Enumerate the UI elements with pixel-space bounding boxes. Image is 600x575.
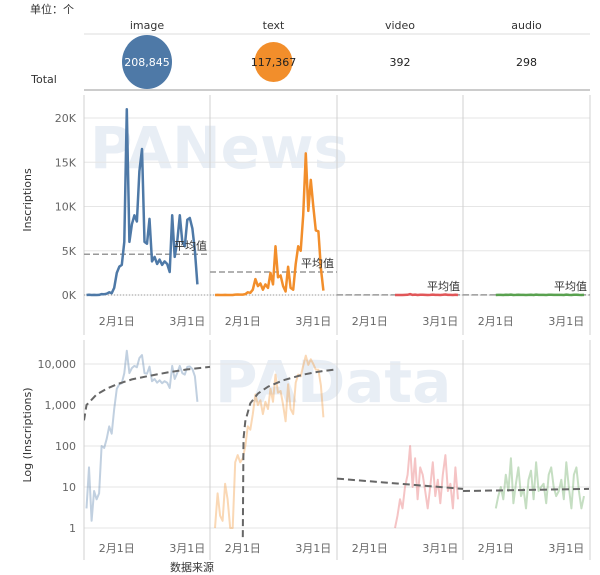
total-row-label: Total [30, 73, 57, 86]
trend-line-video [336, 477, 464, 490]
log-y-tick: 1 [69, 522, 76, 535]
linear-x-tick: 2月1日 [478, 315, 514, 328]
column-header-image: image [130, 19, 164, 32]
series-line-text[interactable] [214, 152, 325, 297]
average-label-audio: 平均值 [554, 280, 587, 293]
log-series-line-audio[interactable] [494, 457, 585, 510]
trend-line-text [241, 368, 337, 538]
total-value-video: 392 [390, 56, 411, 69]
linear-x-tick: 3月1日 [548, 315, 584, 328]
series-line-video[interactable] [395, 292, 459, 297]
log-x-tick: 2月1日 [225, 542, 261, 555]
total-bubble-image [122, 35, 172, 89]
column-header-audio: audio [511, 19, 542, 32]
linear-y-tick: 5K [62, 245, 77, 258]
linear-x-tick: 3月1日 [422, 315, 458, 328]
linear-y-tick: 10K [55, 201, 77, 214]
linear-y-tick: 20K [55, 112, 77, 125]
linear-x-tick: 2月1日 [352, 315, 388, 328]
total-value-text: 117,367 [251, 56, 297, 69]
log-y-tick: 10 [62, 481, 76, 494]
log-series-line-image[interactable] [85, 349, 199, 522]
total-bubble-text [254, 42, 293, 82]
average-label-image: 平均值 [174, 239, 207, 252]
log-series-line-text[interactable] [214, 354, 325, 529]
log-y-tick: 10,000 [38, 358, 77, 371]
linear-y-tick: 0K [62, 289, 77, 302]
log-y-tick: 100 [55, 440, 76, 453]
linear-x-tick: 3月1日 [169, 315, 205, 328]
trend-line-image [84, 365, 211, 421]
total-value-audio: 298 [516, 56, 537, 69]
log-x-tick: 3月1日 [548, 542, 584, 555]
linear-x-tick: 2月1日 [99, 315, 135, 328]
linear-y-tick: 15K [55, 156, 77, 169]
trend-line-audio [462, 487, 590, 492]
column-header-text: text [263, 19, 285, 32]
series-line-image[interactable] [86, 107, 199, 297]
column-header-video: video [385, 19, 415, 32]
footer-source: 数据来源 [170, 560, 214, 574]
log-x-tick: 2月1日 [99, 542, 135, 555]
log-x-tick: 3月1日 [295, 542, 331, 555]
log-x-tick: 2月1日 [478, 542, 514, 555]
linear-x-tick: 2月1日 [225, 315, 261, 328]
log-x-tick: 2月1日 [352, 542, 388, 555]
log-x-tick: 3月1日 [169, 542, 205, 555]
unit-label: 单位：个 [30, 2, 74, 16]
log-y-tick: 1,000 [45, 399, 77, 412]
log-y-axis-label: Log (Inscriptions) [21, 387, 34, 482]
total-value-image: 208,845 [124, 56, 170, 69]
watermarks: PANews PAData [90, 114, 451, 416]
average-label-text: 平均值 [301, 257, 334, 270]
linear-y-axis-label: Inscriptions [21, 168, 34, 232]
average-label-video: 平均值 [427, 280, 460, 293]
linear-x-tick: 3月1日 [295, 315, 331, 328]
log-x-tick: 3月1日 [422, 542, 458, 555]
